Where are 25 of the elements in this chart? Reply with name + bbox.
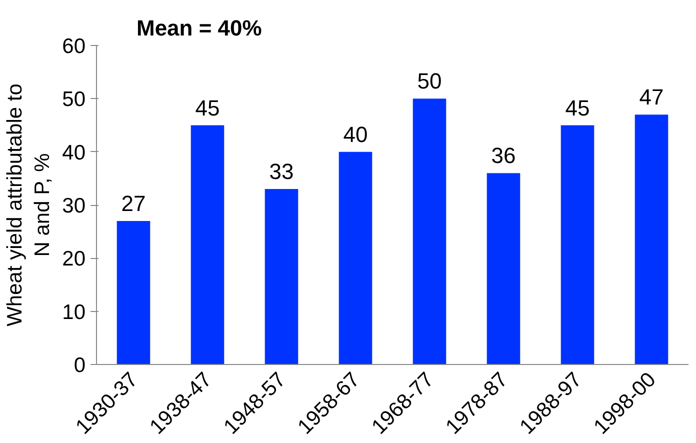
y-tick-label: 60 xyxy=(62,35,86,58)
bar xyxy=(486,173,520,364)
data-label: 45 xyxy=(195,95,220,120)
y-tick-label: 20 xyxy=(62,248,86,271)
y-tick-label: 50 xyxy=(62,88,86,112)
y-axis-title: Wheat yield attributable to N and P, % xyxy=(4,84,54,326)
data-label: 33 xyxy=(269,159,294,184)
y-tick-label: 10 xyxy=(62,300,86,324)
data-label: 36 xyxy=(491,143,516,168)
y-tick-label: 40 xyxy=(62,141,86,164)
bar xyxy=(264,189,298,364)
bar xyxy=(412,98,446,364)
data-label: 47 xyxy=(639,84,664,110)
bar xyxy=(634,114,668,364)
bar xyxy=(560,125,594,364)
y-tick-label: 0 xyxy=(74,354,86,377)
data-label: 50 xyxy=(417,68,442,94)
data-label: 27 xyxy=(121,190,146,216)
data-label: 45 xyxy=(565,95,590,120)
chart-title: Mean = 40% xyxy=(136,16,262,40)
bar xyxy=(338,152,372,364)
bar xyxy=(116,220,150,364)
bar xyxy=(190,125,224,364)
data-label: 40 xyxy=(343,122,368,147)
y-tick-label: 30 xyxy=(62,194,86,218)
